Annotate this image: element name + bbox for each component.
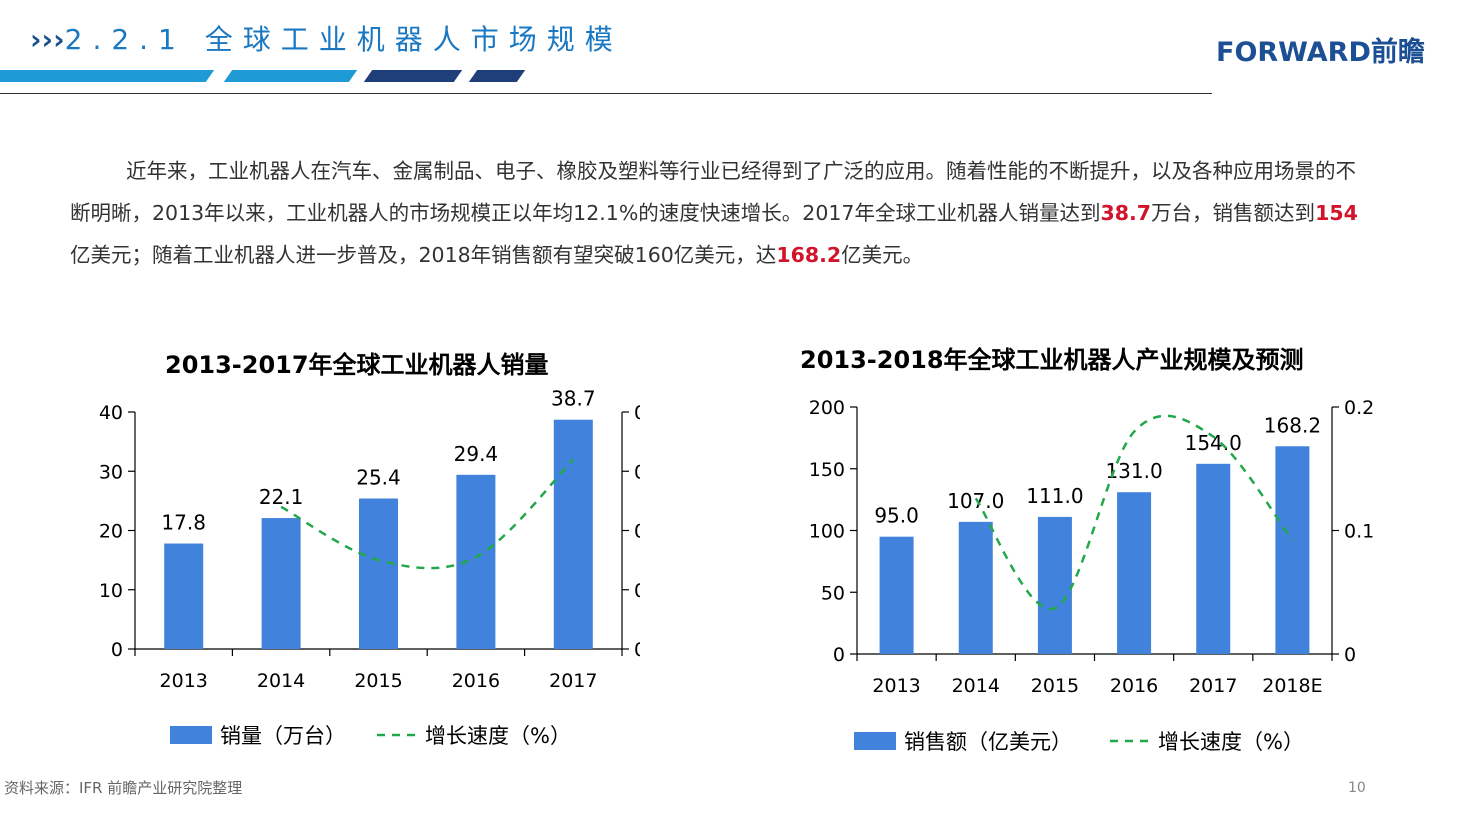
paragraph-text: 万台，销售额达到 [1151,201,1316,225]
data-label: 111.0 [1026,484,1083,508]
x-axis-tick-label: 2014 [952,675,1000,697]
highlight-sales-volume: 38.7 [1100,201,1152,225]
header-divider [0,93,1212,94]
right-axis-tick-label: 0.3 [634,461,640,483]
header-stripe [363,70,463,82]
bar [1037,516,1072,654]
right-axis-tick-label: 0 [1344,644,1356,666]
paragraph-text: 亿美元。 [841,243,924,267]
x-axis-tick-label: 2013 [872,675,920,697]
data-label: 168.2 [1264,413,1321,437]
right-axis-tick-label: 0.2 [634,521,640,543]
left-axis-tick-label: 100 [809,521,845,543]
legend-line-label: 增长速度（%） [1158,730,1304,754]
data-label: 29.4 [454,442,499,466]
intro-paragraph: 近年来，工业机器人在汽车、金属制品、电子、橡胶及塑料等行业已经得到了广泛的应用。… [70,150,1360,276]
bar [1117,492,1152,654]
slide-title: ›››2.2.1 全球工业机器人市场规模 [30,18,623,58]
legend-bar-label: 销售额（亿美元） [904,730,1072,754]
chart1-svg: 0 10 20 30 40 0 0.1 0.2 0.3 0.4 2013 2014 2015 2016 20… [99,390,640,748]
header-stripe [223,70,358,82]
x-axis-tick-label: 2018E [1262,675,1322,697]
header-stripe [0,70,215,82]
growth-rate-line [280,458,575,570]
highlight-sales-revenue: 154 [1315,201,1358,225]
data-label: 38.7 [551,390,596,411]
x-axis-tick-label: 2015 [1031,675,1079,697]
data-label: 17.8 [161,511,206,535]
bar [1196,463,1231,654]
right-axis-tick-label: 0 [634,639,640,661]
data-label: 25.4 [356,466,401,490]
bar [359,498,398,649]
bar [261,518,301,649]
source-note: 资料来源：IFR 前瞻产业研究院整理 [4,779,243,797]
legend-bar-swatch [854,732,896,750]
left-axis-tick-label: 30 [99,461,123,483]
highlight-forecast: 168.2 [776,243,842,267]
left-axis-tick-label: 10 [99,580,123,602]
x-axis-tick-label: 2016 [452,670,500,692]
chart2-title: 2013-2018年全球工业机器人产业规模及预测 [800,346,1304,374]
left-axis-tick-label: 40 [99,402,123,424]
slide-title-text: 2.2.1 全球工业机器人市场规模 [64,23,623,56]
data-label: 22.1 [259,485,304,509]
x-axis-tick-label: 2016 [1110,675,1158,697]
bar [879,536,914,654]
page-number: 10 [1348,780,1366,796]
paragraph-text: 亿美元；随着工业机器人进一步普及，2018年销售额有望突破160亿美元，达 [70,243,777,267]
chart2-svg: 0 50 100 150 200 0 0.1 0.2 2013 2014 2015 2016 2017 2… [809,397,1374,754]
chart1-title: 2013-2017年全球工业机器人销量 [165,351,549,379]
bar [164,543,204,649]
forward-logo: FORWARD前瞻 [1216,37,1425,68]
x-axis-tick-label: 2015 [354,670,402,692]
x-axis-tick-label: 2013 [160,670,208,692]
left-axis-tick-label: 50 [821,582,845,604]
legend-line-label: 增长速度（%） [425,724,571,748]
left-axis-tick-label: 200 [809,397,845,419]
header-stripe [468,70,526,82]
left-axis-tick-label: 150 [809,459,845,481]
bar [958,521,993,654]
data-label: 95.0 [874,504,919,528]
bar [1275,446,1310,654]
growth-rate-line [974,414,1294,611]
left-axis-tick-label: 20 [99,521,123,543]
right-axis-tick-label: 0.4 [634,402,640,424]
legend-bar-label: 销量（万台） [220,724,346,748]
x-axis-tick-label: 2017 [1189,675,1237,697]
x-axis-tick-label: 2017 [549,670,597,692]
right-axis-tick-label: 0.2 [1344,397,1374,419]
x-axis-tick-label: 2014 [257,670,305,692]
chevron-icon: ››› [30,23,65,56]
right-axis-tick-label: 0.1 [1344,521,1374,543]
left-axis-tick-label: 0 [833,644,845,666]
paragraph-text: 近年来，工业机器人在汽车、金属制品、电子、橡胶及塑料等行业已经得到了广泛的应用。… [70,159,1356,225]
data-label: 154.0 [1185,431,1242,455]
bar [553,419,593,649]
data-label: 107.0 [947,489,1004,513]
right-axis-tick-label: 0.1 [634,580,640,602]
legend-bar-swatch [170,726,212,744]
left-axis-tick-label: 0 [111,639,123,661]
